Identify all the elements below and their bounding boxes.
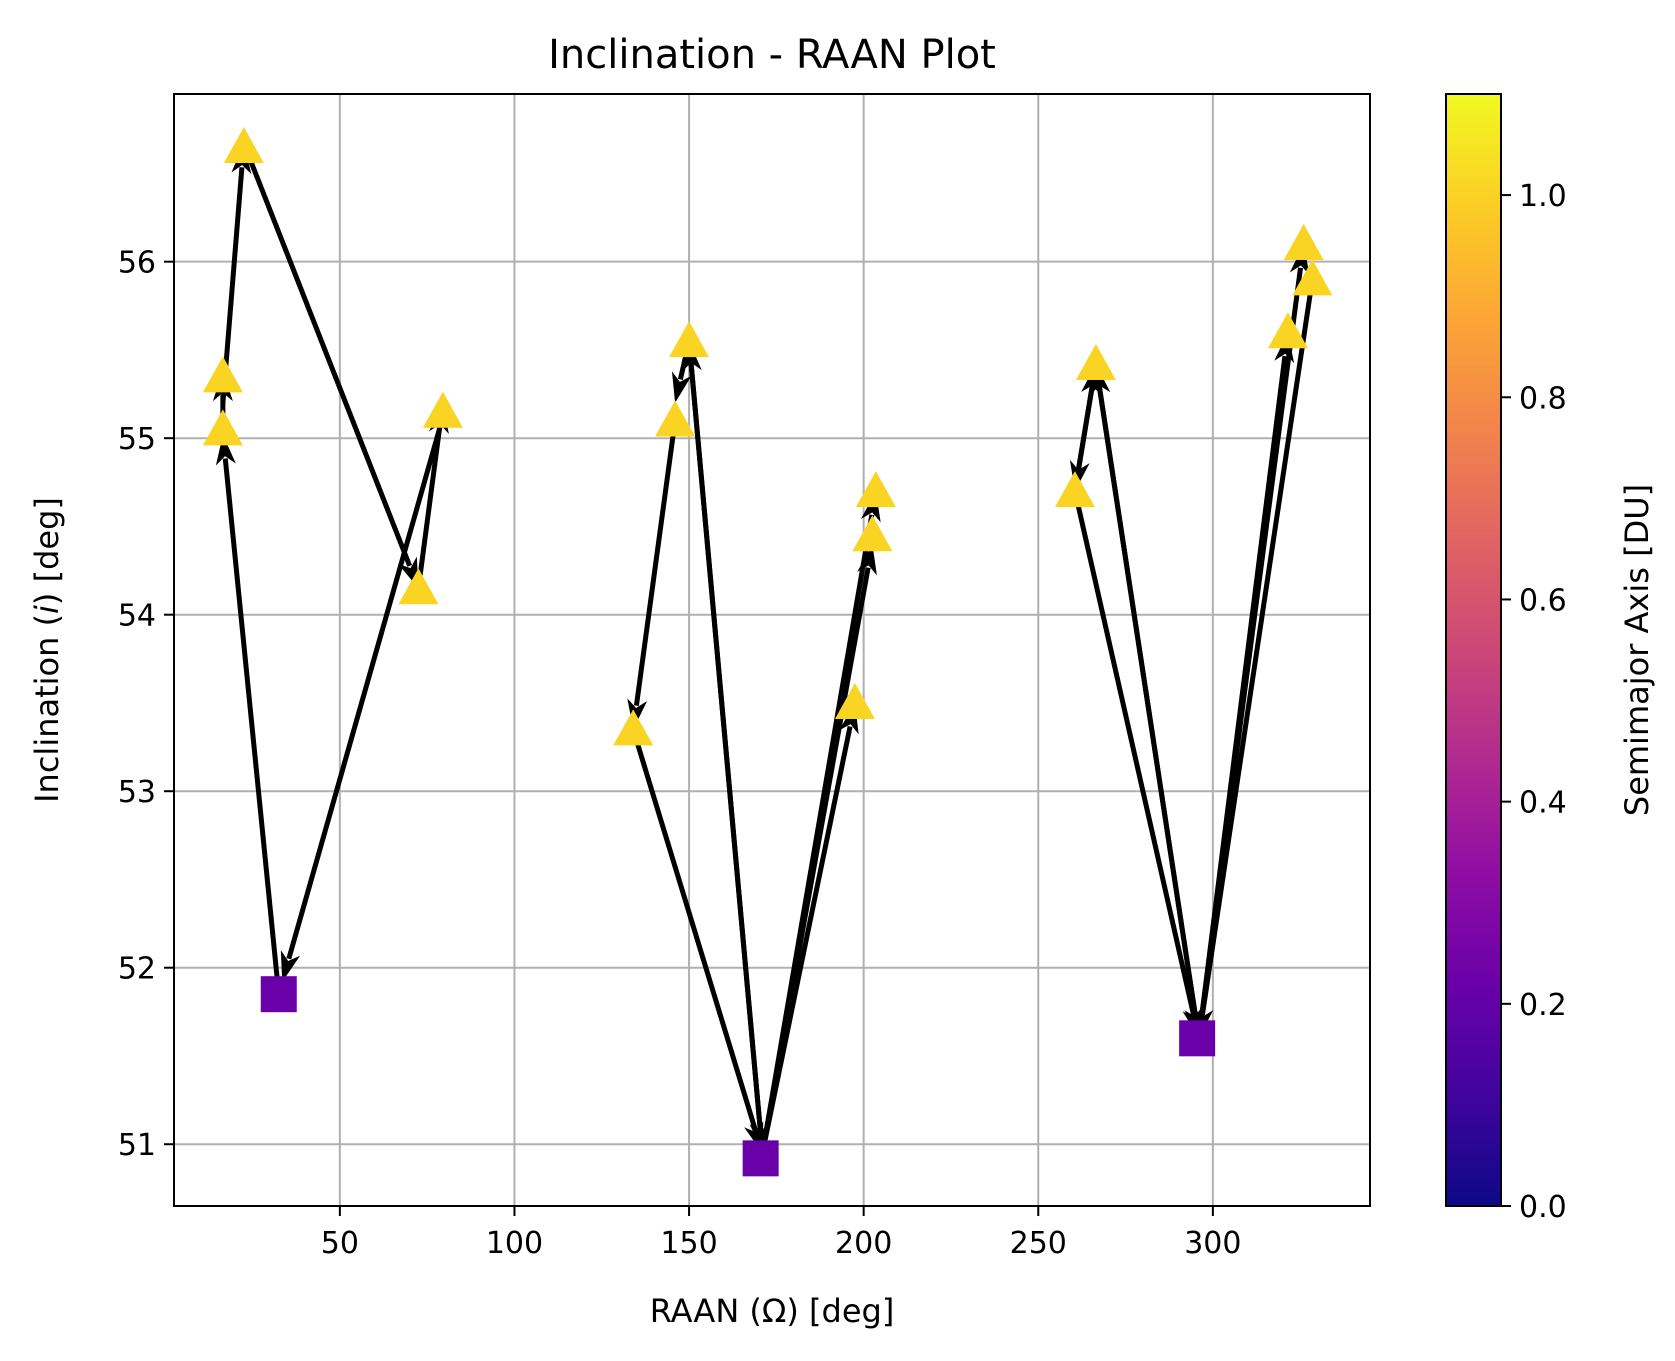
y-axis-label-suffix: ) [deg] <box>28 497 66 605</box>
square-marker <box>742 1140 779 1177</box>
x-tick-label: 150 <box>660 1226 717 1261</box>
x-tick-label: 50 <box>321 1226 359 1261</box>
arrow-shaft <box>759 514 875 1154</box>
y-tick-label: 55 <box>118 422 156 457</box>
triangle-marker <box>202 356 243 393</box>
arrow-head <box>215 434 236 466</box>
chart-title: Inclination - RAAN Plot <box>548 32 996 78</box>
colorbar-tick-label: 0.6 <box>1519 583 1567 618</box>
arrow-shaft <box>241 142 412 567</box>
arrow-shaft <box>415 426 443 589</box>
x-axis-ticks: 50 100 150 200 250 300 <box>321 1206 1241 1261</box>
grid-lines <box>174 94 1370 1206</box>
y-axis-label-variable: i <box>28 605 66 614</box>
triangle-marker <box>613 709 654 746</box>
trajectory-arrow <box>220 143 252 404</box>
arrow-shaft <box>286 416 446 960</box>
triangle-marker <box>834 682 875 719</box>
trajectory-arrow <box>241 142 419 589</box>
trajectory-arrow <box>1069 363 1099 492</box>
y-axis-label: Inclination (i) [deg] <box>28 497 66 803</box>
plot-frame <box>173 93 1371 1207</box>
colorbar-tick-label: 1.0 <box>1519 179 1567 214</box>
triangle-marker <box>855 471 896 508</box>
y-tick-label: 51 <box>118 1128 156 1163</box>
colorbar-tick-label: 0.8 <box>1519 381 1567 416</box>
triangle-marker <box>202 409 243 446</box>
arrow-shaft <box>1072 490 1197 1016</box>
colorbar-tick-label: 0.0 <box>1519 1190 1567 1225</box>
triangle-marker <box>852 515 893 552</box>
square-marker <box>260 976 297 1013</box>
triangle-marker <box>1054 471 1095 508</box>
x-tick-label: 100 <box>486 1226 543 1261</box>
y-tick-label: 54 <box>118 599 156 634</box>
triangle-marker <box>398 568 439 605</box>
arrow-shaft <box>633 420 678 706</box>
square-marker <box>1179 1020 1216 1057</box>
y-tick-label: 53 <box>118 775 156 810</box>
trajectory-arrow <box>215 434 282 995</box>
y-axis-ticks: 51 52 53 54 55 56 <box>118 246 174 1163</box>
trajectory-arrow <box>280 416 446 982</box>
triangle-marker <box>655 400 696 437</box>
x-tick-label: 250 <box>1010 1226 1067 1261</box>
colorbar-tick-label: 0.2 <box>1519 988 1567 1023</box>
trajectory-arrow <box>1090 364 1202 1039</box>
y-tick-label: 56 <box>118 246 156 281</box>
trajectory-arrow <box>1072 490 1203 1039</box>
arrow-shaft <box>630 728 758 1131</box>
x-tick-label: 300 <box>1184 1226 1241 1261</box>
y-tick-label: 52 <box>118 952 156 987</box>
trajectory-arrow <box>681 341 765 1154</box>
triangle-marker <box>1292 259 1333 296</box>
y-axis-label-prefix: Inclination ( <box>28 614 66 803</box>
colorbar <box>1445 93 1502 1207</box>
x-tick-label: 200 <box>835 1226 892 1261</box>
triangle-marker <box>1267 312 1308 349</box>
triangle-marker <box>669 321 710 358</box>
trajectory-arrows <box>212 142 1315 1154</box>
arrow-head <box>280 950 301 982</box>
triangle-marker <box>1283 224 1324 261</box>
triangle-marker <box>223 126 264 163</box>
triangle-marker <box>422 391 463 428</box>
arrow-head <box>671 371 692 403</box>
colorbar-ticks: 0.0 0.2 0.4 0.6 0.8 1.0 <box>1501 179 1567 1225</box>
colorbar-tick-label: 0.4 <box>1519 786 1567 821</box>
triangle-marker <box>1075 344 1116 381</box>
x-axis-label: RAAN (Ω) [deg] <box>650 1292 895 1330</box>
arrow-shaft <box>222 458 282 995</box>
trajectory-arrow <box>627 420 678 730</box>
arrow-shaft <box>1199 278 1315 1015</box>
colorbar-label: Semimajor Axis [DU] <box>1618 484 1656 816</box>
data-points <box>202 126 1333 1177</box>
arrow-shaft <box>1097 387 1202 1039</box>
arrow-shaft <box>688 364 765 1154</box>
